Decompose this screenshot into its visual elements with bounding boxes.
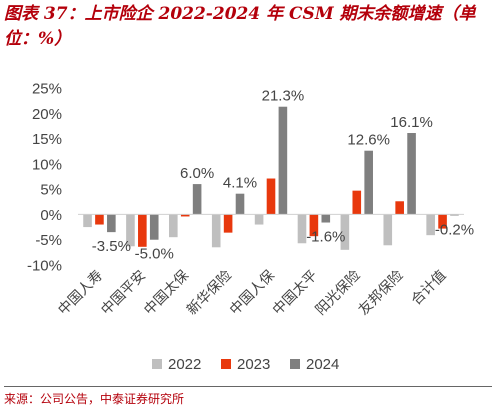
y-tick-label: 10% (32, 156, 62, 173)
y-tick-label: 5% (40, 182, 62, 199)
bar-2022-4 (211, 214, 221, 248)
bar-2022-3 (169, 214, 178, 238)
bar-2023-1 (95, 214, 104, 225)
category-label: 中国平安 (98, 268, 149, 319)
category-label: 中国太保 (141, 268, 192, 319)
data-label: 12.6% (347, 132, 390, 149)
chart-title: 图表 37：上市险企 2022-2024 年 CSM 期末余额增速（单位：%） (4, 4, 476, 49)
bar-2023-3 (180, 214, 190, 217)
category-label: 中国人保 (227, 268, 278, 319)
bar-2023-7 (352, 190, 362, 215)
bar-2023-2 (138, 214, 147, 247)
category-label: 阳光保险 (313, 268, 364, 319)
y-tick-label: 20% (32, 106, 62, 123)
category-label: 友邦保险 (356, 268, 407, 319)
bar-2024-4 (235, 193, 245, 215)
bar-2024-1 (107, 214, 116, 233)
legend-label: 2023 (237, 356, 270, 373)
bar-2024-6 (321, 214, 331, 223)
data-label: -0.2% (435, 221, 474, 238)
legend-label: 2024 (306, 356, 339, 373)
bar-2024-7 (364, 150, 373, 215)
data-label: -3.5% (92, 238, 131, 255)
bar-2022-5 (254, 214, 264, 225)
bar-2022-7 (340, 214, 350, 250)
category-label: 合计值 (408, 268, 449, 309)
bar-2022-9 (426, 214, 435, 236)
source-note: 来源：公司公告，中泰证券研究所 (4, 386, 492, 411)
bar-2024-5 (278, 106, 288, 215)
data-label: 6.0% (180, 165, 214, 182)
legend-swatch-2022 (152, 359, 162, 369)
bar-2024-3 (192, 184, 202, 215)
y-tick-label: 0% (40, 207, 62, 224)
category-label: 中国太平 (270, 268, 321, 319)
data-label: -1.6% (306, 229, 345, 246)
bar-2023-5 (266, 178, 276, 215)
legend-swatch-2023 (221, 359, 231, 369)
bar-2022-1 (83, 214, 92, 228)
legend-label: 2022 (168, 356, 201, 373)
bar-2022-2 (126, 214, 135, 247)
data-label: 4.1% (223, 175, 257, 192)
data-label: 21.3% (262, 88, 305, 105)
bar-2022-8 (383, 214, 393, 246)
bar-2024-2 (149, 214, 159, 240)
y-tick-label: -10% (27, 258, 62, 275)
bar-2023-8 (395, 201, 404, 215)
y-tick-label: -5% (35, 232, 62, 249)
data-label: 16.1% (390, 114, 433, 131)
bar-2024-8 (407, 133, 416, 215)
legend-swatch-2024 (290, 359, 300, 369)
bar-2023-4 (223, 214, 233, 233)
y-tick-label: 15% (32, 131, 62, 148)
bar-2023-9 (438, 214, 447, 229)
bar-chart: 25% 20% 15% 10% 5% 0% -5% -10% -3.5% -5.0% 6.0% 4.1… (27, 81, 474, 374)
category-label: 中国人寿 (55, 267, 107, 319)
bar-2024-9 (450, 214, 459, 216)
data-label: -5.0% (135, 246, 174, 263)
category-label: 新华保险 (184, 268, 235, 319)
y-tick-label: 25% (32, 81, 62, 98)
bar-2022-6 (297, 214, 307, 244)
bar-2023-6 (309, 214, 319, 237)
